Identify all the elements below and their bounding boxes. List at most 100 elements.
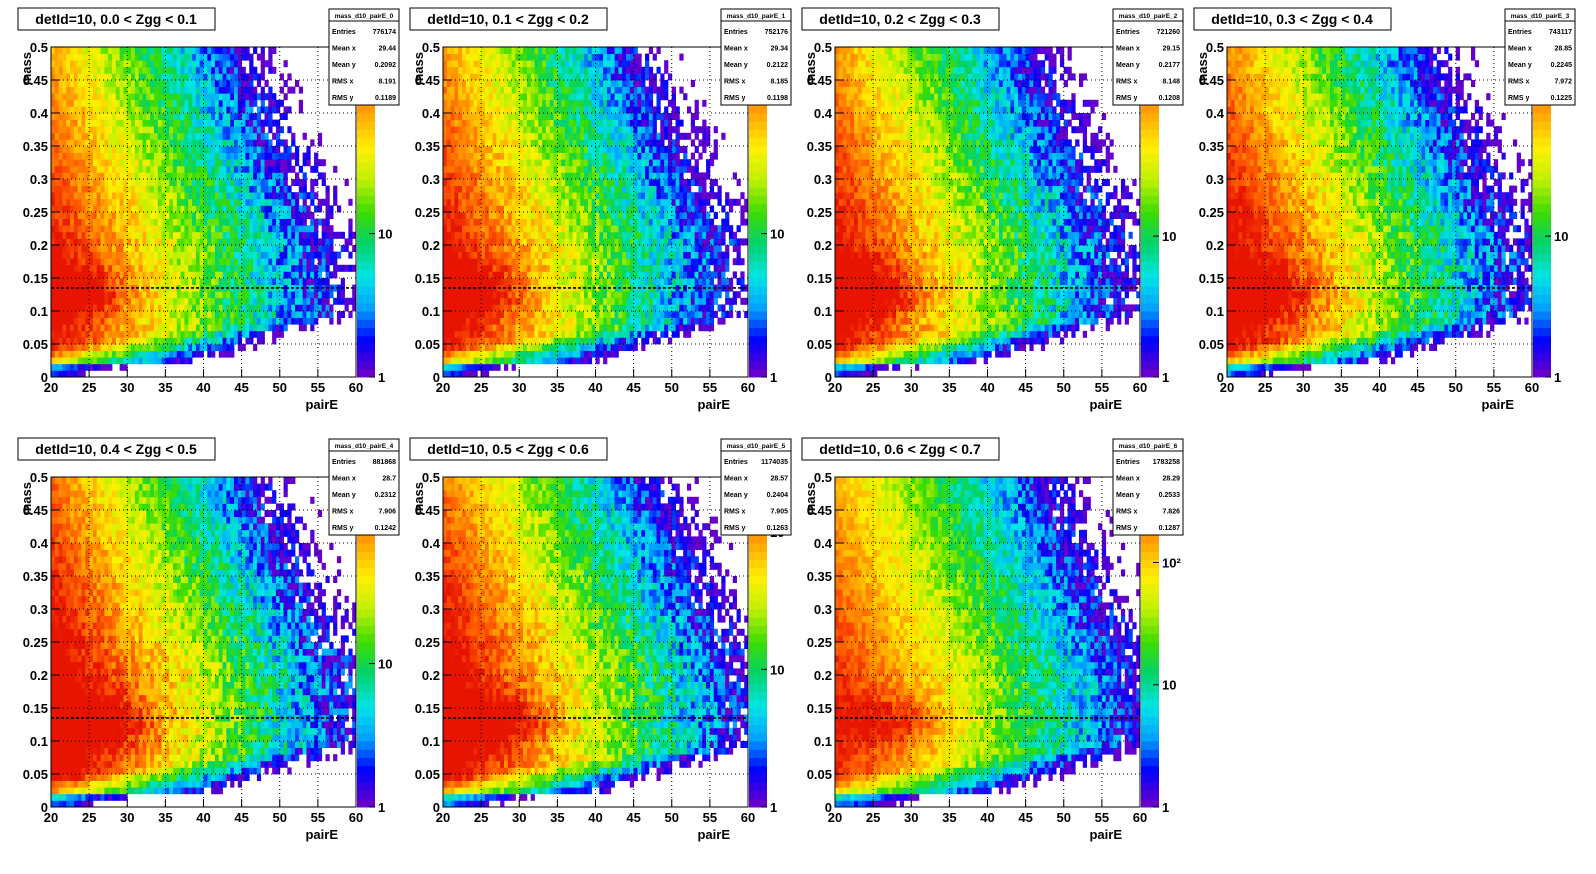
- stats-label: Mean x: [724, 46, 748, 53]
- y-tick-label: 0.3: [30, 172, 48, 187]
- y-tick-label: 0.15: [415, 271, 440, 286]
- z-tick-label: 1: [378, 800, 385, 815]
- stats-label: RMS x: [724, 79, 746, 86]
- y-tick-label: 0.3: [30, 602, 48, 617]
- stats-box: [328, 438, 400, 536]
- x-tick-label: 25: [82, 810, 96, 825]
- x-axis-title: pairE: [1481, 397, 1514, 412]
- y-tick-label: 0.5: [1206, 40, 1224, 55]
- z-tick-label: 1: [770, 370, 777, 385]
- y-tick-label: 0.05: [23, 337, 48, 352]
- y-tick-label: 0.3: [814, 172, 832, 187]
- y-tick-label: 0.05: [23, 767, 48, 782]
- y-tick-label: 0.5: [422, 470, 440, 485]
- stats-label: Mean x: [332, 46, 356, 53]
- x-tick-label: 60: [349, 380, 363, 395]
- z-tick-label: 10: [1554, 229, 1568, 244]
- z-tick-label: 1: [378, 370, 385, 385]
- x-tick-label: 30: [904, 810, 918, 825]
- stats-label: RMS x: [332, 79, 354, 86]
- z-tick-label: 10: [378, 657, 392, 672]
- stats-value: 881868: [373, 459, 396, 466]
- stats-label: Entries: [1116, 29, 1140, 36]
- x-tick-label: 35: [550, 810, 564, 825]
- stats-label: Mean y: [724, 492, 748, 499]
- stats-value: 0.1208: [1159, 95, 1181, 102]
- x-tick-label: 60: [741, 380, 755, 395]
- stats-value: 0.1287: [1159, 525, 1181, 532]
- stats-value: 0.2122: [767, 62, 789, 69]
- stats-label: Mean x: [1116, 476, 1140, 483]
- y-tick-label: 0.45: [807, 73, 832, 88]
- heatmap-cells: [835, 47, 1141, 378]
- z-tick-label: 1: [1162, 370, 1169, 385]
- x-tick-label: 45: [234, 380, 248, 395]
- heatmap-cells: [1227, 47, 1533, 378]
- x-tick-label: 55: [1487, 380, 1501, 395]
- y-tick-label: 0.15: [23, 271, 48, 286]
- stats-label: Mean y: [1508, 62, 1532, 69]
- y-tick-label: 0.25: [415, 635, 440, 650]
- x-tick-label: 20: [436, 810, 450, 825]
- z-tick-label: 1: [1554, 370, 1561, 385]
- stats-value: 28.7: [382, 476, 396, 483]
- x-axis-title: pairE: [697, 827, 730, 842]
- x-tick-label: 60: [741, 810, 755, 825]
- y-tick-label: 0.1: [814, 734, 832, 749]
- x-tick-label: 40: [980, 810, 994, 825]
- x-tick-label: 20: [44, 380, 58, 395]
- stats-value: 8.185: [770, 79, 788, 86]
- y-tick-label: 0.5: [30, 470, 48, 485]
- y-tick-label: 0.45: [23, 73, 48, 88]
- y-tick-label: 0.25: [415, 205, 440, 220]
- color-scale-bar: [749, 477, 767, 808]
- y-tick-label: 0: [433, 800, 440, 815]
- y-tick-label: 0.45: [1199, 73, 1224, 88]
- heatmap-cells: [443, 47, 749, 378]
- y-tick-label: 0.15: [415, 701, 440, 716]
- x-tick-label: 35: [550, 380, 564, 395]
- stats-label: RMS y: [1116, 525, 1138, 532]
- stats-label: Mean y: [1116, 492, 1140, 499]
- z-tick-label: 10: [378, 227, 392, 242]
- stats-label: RMS x: [332, 509, 354, 516]
- x-tick-label: 20: [828, 810, 842, 825]
- y-tick-label: 0: [825, 800, 832, 815]
- title-box: [409, 7, 608, 31]
- stats-name: mass_d10_pairE_2: [1119, 13, 1178, 20]
- y-tick-label: 0.45: [415, 73, 440, 88]
- stats-value: 29.15: [1162, 46, 1180, 53]
- stats-value: 0.2245: [1551, 62, 1573, 69]
- z-tick-label: 10: [770, 227, 784, 242]
- chart-panel-2: 20 25 30 35 40 45 50 55 60 0 0.05 0.1 0.15 0.2 0.25 0.3…: [801, 7, 1184, 412]
- stats-label: Mean y: [332, 62, 356, 69]
- x-tick-label: 35: [1334, 380, 1348, 395]
- chart-panel-6: 20 25 30 35 40 45 50 55 60 0 0.05 0.1 0.15 0.2 0.25 0.3…: [801, 437, 1184, 842]
- x-tick-label: 40: [1372, 380, 1386, 395]
- x-axis-title: pairE: [305, 397, 338, 412]
- heatmap-cells: [443, 477, 749, 808]
- x-tick-label: 55: [1095, 380, 1109, 395]
- x-tick-label: 25: [1258, 380, 1272, 395]
- y-tick-label: 0.45: [807, 503, 832, 518]
- stats-value: 7.972: [1554, 79, 1572, 86]
- x-tick-label: 60: [349, 810, 363, 825]
- stats-value: 0.1242: [375, 525, 397, 532]
- y-tick-label: 0.35: [23, 139, 48, 154]
- stats-value: 1174035: [761, 459, 788, 466]
- x-tick-label: 30: [904, 380, 918, 395]
- z-tick-label: 1: [770, 800, 777, 815]
- y-axis-title: mass: [411, 482, 426, 515]
- y-tick-label: 0.4: [30, 536, 49, 551]
- x-tick-label: 30: [512, 810, 526, 825]
- stats-box: [1112, 438, 1184, 536]
- title-box: [801, 7, 1000, 31]
- y-axis-title: mass: [19, 482, 34, 515]
- y-tick-label: 0.35: [23, 569, 48, 584]
- stats-value: 28.57: [770, 476, 788, 483]
- y-tick-label: 0.05: [1199, 337, 1224, 352]
- x-tick-label: 25: [866, 380, 880, 395]
- stats-name: mass_d10_pairE_4: [335, 443, 394, 450]
- stats-label: RMS y: [724, 95, 746, 102]
- x-tick-label: 20: [436, 380, 450, 395]
